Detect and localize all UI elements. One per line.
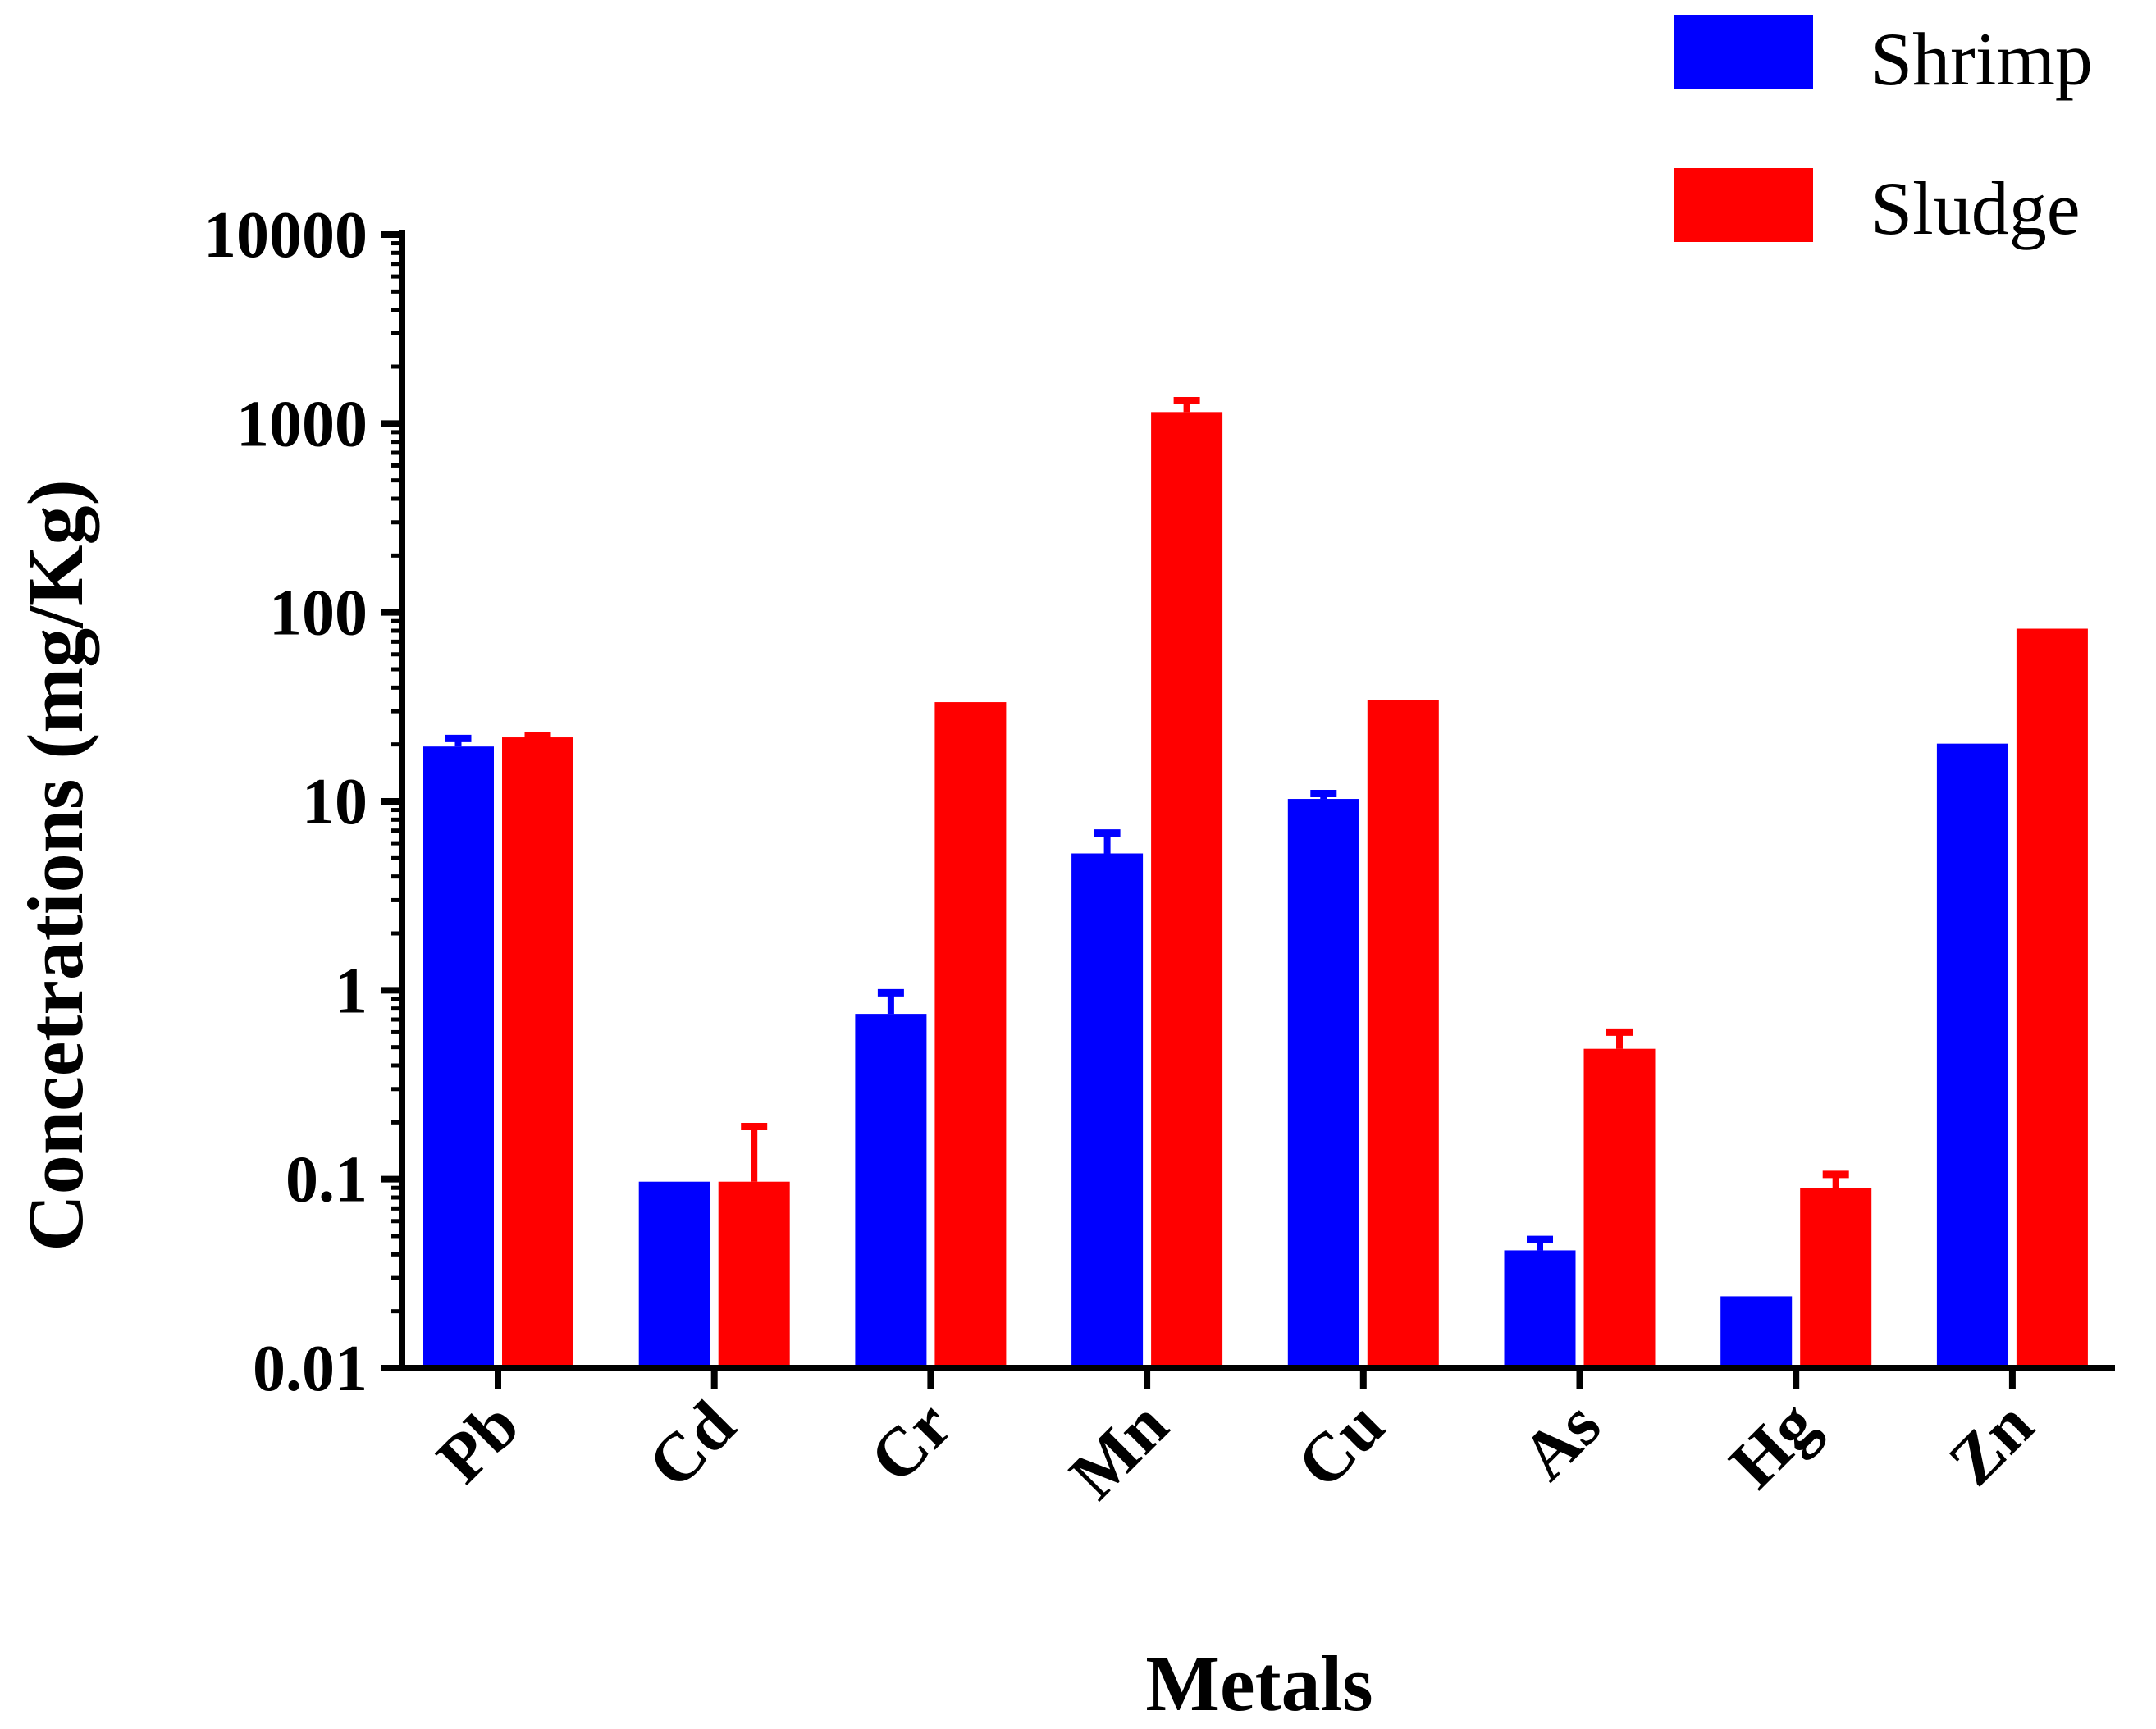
x-tick-label-mn: Mn [1056, 1387, 1183, 1514]
legend-swatch-shrimp [1674, 15, 1813, 89]
legend-label-sludge: Sludge [1871, 167, 2081, 250]
error-bars [445, 397, 1849, 1251]
bar-sludge-hg [1800, 1188, 1872, 1368]
bar-shrimp-cu [1287, 799, 1359, 1368]
x-axis-title: Metals [1145, 1640, 1373, 1727]
legend-swatch-sludge [1674, 168, 1813, 242]
bar-shrimp-mn [1071, 853, 1144, 1368]
bar-sludge-cu [1367, 700, 1439, 1368]
y-tick-label: 10000 [203, 199, 368, 271]
x-tick-label-cu: Cu [1283, 1387, 1400, 1503]
bars [423, 412, 2088, 1369]
bar-shrimp-pb [423, 746, 494, 1368]
bar-shrimp-cd [638, 1181, 710, 1368]
x-tick-label-cr: Cr [856, 1387, 966, 1498]
legend: Shrimp Sludge [1674, 15, 2093, 250]
y-tick-label: 100 [269, 577, 368, 650]
y-tick-label: 0.01 [253, 1333, 368, 1405]
x-tick-label-cd: Cd [633, 1387, 750, 1503]
y-axis-title: Concetrations (mg/Kg) [11, 479, 99, 1251]
x-tick-label-zn: Zn [1934, 1387, 2048, 1500]
bar-sludge-cd [718, 1181, 790, 1368]
bar-sludge-mn [1151, 412, 1223, 1369]
x-tick-label-pb: Pb [423, 1387, 533, 1498]
x-tick-label-as: As [1507, 1387, 1615, 1495]
legend-label-shrimp: Shrimp [1871, 17, 2093, 101]
bar-shrimp-zn [1936, 743, 2008, 1368]
bar-shrimp-as [1504, 1250, 1576, 1368]
bar-sludge-zn [2016, 628, 2088, 1368]
bar-sludge-cr [934, 702, 1007, 1368]
bar-sludge-as [1583, 1048, 1656, 1368]
x-tick-label-hg: Hg [1715, 1387, 1832, 1503]
y-tick-label: 1000 [236, 388, 368, 460]
y-tick-label: 10 [302, 766, 368, 838]
y-tick-label: 0.1 [285, 1144, 368, 1216]
y-axis: 0.01 0.1 1 10 100 1000 10000 [203, 199, 405, 1405]
bar-sludge-pb [502, 737, 573, 1368]
bar-shrimp-cr [855, 1014, 927, 1368]
bar-shrimp-hg [1720, 1296, 1793, 1368]
y-tick-label: 1 [335, 955, 368, 1027]
x-axis: Pb Cd Cr Mn Cu As Hg Zn [399, 1365, 2115, 1514]
